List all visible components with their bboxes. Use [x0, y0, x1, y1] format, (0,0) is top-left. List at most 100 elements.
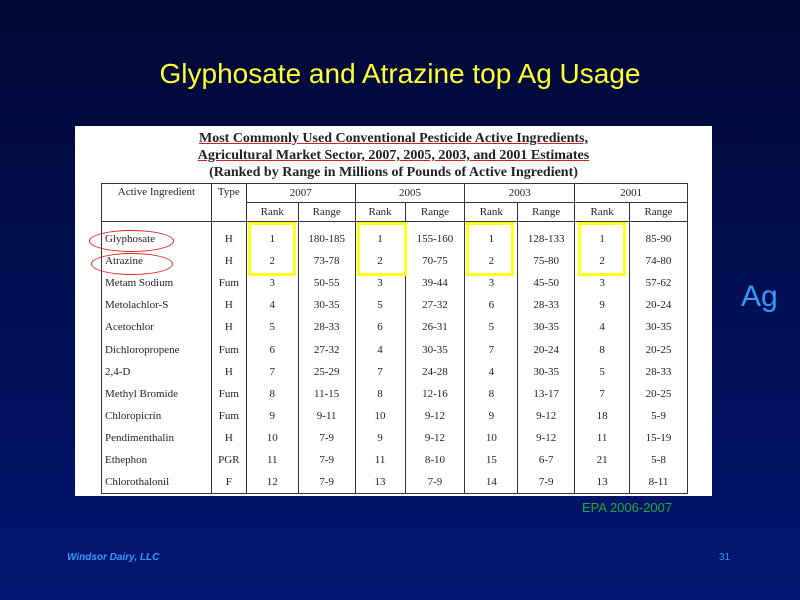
- rank-cell: 9: [245, 404, 299, 427]
- table-row: Metam Sodium Fum 3 50-55 3 39-44 3 45-50 3 57-62: [101, 272, 688, 295]
- type-cell: H: [210, 221, 247, 251]
- type-cell: Fum: [210, 272, 247, 295]
- range-cell: 30-35: [517, 316, 576, 339]
- rank-cell: 13: [354, 471, 406, 494]
- table-row: Acetochlor H 5 28-33 6 26-31 5 30-35 4 30-35: [101, 316, 688, 339]
- rank-cell: 4: [245, 294, 299, 317]
- rank-cell: 11: [574, 426, 631, 449]
- range-cell: 11-15: [297, 382, 356, 405]
- header-year-2003: 2003: [464, 183, 576, 203]
- pesticide-table-image: Most Commonly Used Conventional Pesticid…: [75, 126, 712, 496]
- range-cell: 5-9: [629, 404, 688, 427]
- ingredient-cell: Chlorothalonil: [101, 471, 212, 494]
- range-cell: 20-25: [629, 382, 688, 405]
- highlight-box-2001: [578, 222, 626, 276]
- table-row: 2,4-D H 7 25-29 7 24-28 4 30-35 5 28-33: [101, 360, 688, 383]
- range-cell: 27-32: [297, 338, 356, 361]
- header-year-2001: 2001: [574, 183, 688, 203]
- header-rank: Rank: [574, 202, 631, 222]
- rank-cell: 6: [245, 338, 299, 361]
- range-cell: 20-24: [629, 294, 688, 317]
- rank-cell: 11: [245, 448, 299, 472]
- rank-cell: 4: [574, 316, 631, 339]
- range-cell: 50-55: [297, 272, 356, 295]
- slide-title: Glyphosate and Atrazine top Ag Usage: [159, 58, 641, 89]
- range-cell: 20-24: [517, 338, 576, 361]
- range-cell: 7-9: [297, 448, 356, 472]
- rank-cell: 7: [574, 382, 631, 405]
- footer-company: Windsor Dairy, LLC: [67, 552, 160, 563]
- ingredient-cell: Metam Sodium: [101, 272, 212, 295]
- type-cell: H: [210, 360, 247, 383]
- table-row: Methyl Bromide Fum 8 11-15 8 12-16 8 13-17 7 20-2…: [101, 382, 688, 405]
- rank-cell: 5: [574, 360, 631, 383]
- range-cell: 8-11: [629, 471, 688, 494]
- range-cell: 5-8: [629, 448, 688, 472]
- pesticide-table: Active Ingredient Type 2007 2005 2003 20…: [101, 183, 688, 495]
- table-heading: Most Commonly Used Conventional Pesticid…: [75, 130, 712, 181]
- range-cell: 9-12: [404, 426, 466, 449]
- header-range: Range: [297, 202, 356, 222]
- ingredient-cell: Acetochlor: [101, 316, 212, 339]
- range-cell: 27-32: [404, 294, 466, 317]
- range-cell: 73-78: [297, 250, 356, 273]
- header-active-ingredient: Active Ingredient: [101, 183, 212, 222]
- range-cell: 7-9: [517, 471, 576, 494]
- ingredient-cell: Pendimenthalin: [101, 426, 212, 449]
- range-cell: 28-33: [297, 316, 356, 339]
- range-cell: 12-16: [404, 382, 466, 405]
- type-cell: PGR: [210, 448, 247, 472]
- table-heading-line2: Agricultural Market Sector, 2007, 2005, …: [197, 148, 590, 163]
- rank-cell: 5: [245, 316, 299, 339]
- rank-cell: 1: [245, 221, 299, 251]
- range-cell: 7-9: [297, 426, 356, 449]
- range-cell: 25-29: [297, 360, 356, 383]
- rank-cell: 5: [354, 294, 406, 317]
- range-cell: 39-44: [404, 272, 466, 295]
- range-cell: 9-12: [517, 404, 576, 427]
- header-rank: Rank: [245, 202, 299, 222]
- rank-cell: 6: [464, 294, 519, 317]
- range-cell: 13-17: [517, 382, 576, 405]
- type-cell: H: [210, 294, 247, 317]
- range-cell: 9-11: [297, 404, 356, 427]
- rank-cell: 10: [245, 426, 299, 449]
- rank-cell: 10: [464, 426, 519, 449]
- range-cell: 155-160: [404, 221, 466, 251]
- rank-cell: 18: [574, 404, 631, 427]
- range-cell: 7-9: [297, 471, 356, 494]
- range-cell: 28-33: [629, 360, 688, 383]
- rank-cell: 12: [245, 471, 299, 494]
- range-cell: 20-25: [629, 338, 688, 361]
- range-cell: 7-9: [404, 471, 466, 494]
- ingredient-cell: 2,4-D: [101, 360, 212, 383]
- range-cell: 6-7: [517, 448, 576, 472]
- rank-cell: 11: [354, 448, 406, 472]
- range-cell: 9-12: [517, 426, 576, 449]
- table-row: Dichloropropene Fum 6 27-32 4 30-35 7 20-24 8 20-…: [101, 338, 688, 361]
- table-row: Ethephon PGR 11 7-9 11 8-10 15 6-7 21 5-8: [101, 448, 688, 472]
- rank-cell: 8: [354, 382, 406, 405]
- source-note: EPA 2006-2007: [582, 500, 673, 515]
- range-cell: 57-62: [629, 272, 688, 295]
- range-cell: 70-75: [404, 250, 466, 273]
- rank-cell: 21: [574, 448, 631, 472]
- range-cell: 180-185: [297, 221, 356, 251]
- range-cell: 30-35: [629, 316, 688, 339]
- range-cell: 75-80: [517, 250, 576, 273]
- table-row: Pendimenthalin H 10 7-9 9 9-12 10 9-12 11 15-19: [101, 426, 688, 449]
- page-number: 31: [719, 552, 731, 563]
- rank-cell: 7: [464, 338, 519, 361]
- rank-cell: 6: [354, 316, 406, 339]
- rank-cell: 10: [354, 404, 406, 427]
- header-rank: Rank: [464, 202, 519, 222]
- highlight-box-2005: [357, 222, 407, 276]
- range-cell: 8-10: [404, 448, 466, 472]
- header-year-2005: 2005: [354, 183, 466, 203]
- header-range: Range: [517, 202, 576, 222]
- range-cell: 26-31: [404, 316, 466, 339]
- range-cell: 128-133: [517, 221, 576, 251]
- header-rank: Rank: [354, 202, 406, 222]
- range-cell: 85-90: [629, 221, 688, 251]
- table-heading-line3: (Ranked by Range in Millions of Pounds o…: [209, 165, 578, 180]
